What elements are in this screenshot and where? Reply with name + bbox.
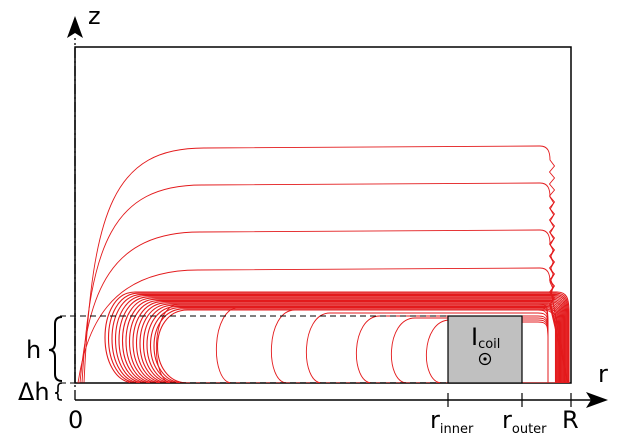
field-line	[139, 303, 561, 383]
r-inner-label: rinner	[430, 406, 474, 437]
field-line	[132, 301, 563, 383]
h-brace	[48, 316, 63, 382]
field-lines	[77, 145, 570, 383]
field-line	[83, 145, 569, 383]
h-label: h	[26, 336, 41, 364]
field-line	[150, 307, 558, 383]
outer-boundary-label: R	[562, 406, 579, 434]
delta-h-brace	[54, 382, 63, 401]
field-line	[136, 302, 562, 383]
field-line	[115, 295, 567, 383]
r-axis-arrowhead	[586, 392, 608, 408]
field-line	[81, 182, 569, 383]
field-line	[122, 297, 566, 383]
z-axis-label: z	[88, 2, 101, 30]
delta-h-label: Δh	[18, 378, 50, 406]
z-axis-arrowhead	[67, 16, 83, 38]
field-line	[111, 293, 568, 383]
r-outer-label: router	[502, 406, 547, 437]
coil-cross-section	[447, 315, 523, 384]
origin-label: 0	[68, 406, 83, 434]
field-line	[104, 291, 570, 383]
out-of-page-dot-icon	[478, 352, 492, 366]
field-line	[107, 292, 569, 383]
field-line	[118, 296, 566, 383]
r-axis-label: r	[598, 360, 608, 388]
field-line	[143, 304, 560, 383]
field-line	[153, 308, 557, 383]
field-line	[125, 298, 565, 383]
field-line	[129, 299, 564, 383]
coil-current-label: Icoil	[471, 323, 500, 352]
field-line	[146, 305, 559, 383]
